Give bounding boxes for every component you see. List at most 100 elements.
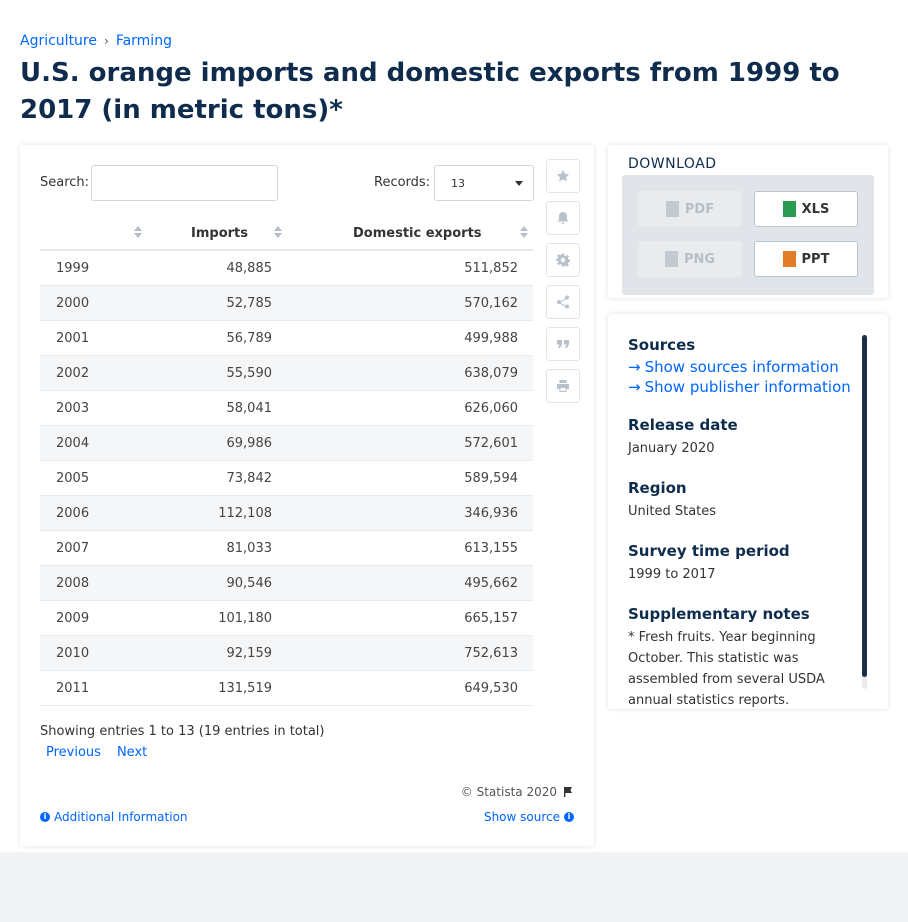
page-title: U.S. orange imports and domestic exports… — [20, 58, 840, 125]
info-icon: i — [40, 812, 50, 822]
table-row: 2007 81,033 613,155 — [40, 531, 533, 566]
table-row: 2006 112,108 346,936 — [40, 496, 533, 531]
cell-year: 2004 — [56, 436, 90, 451]
cell-imports: 81,033 — [226, 541, 273, 556]
cell-year: 2010 — [56, 646, 90, 661]
table-row: 2002 55,590 638,079 — [40, 356, 533, 391]
breadcrumb-separator: › — [104, 34, 109, 48]
breadcrumb-farming[interactable]: Farming — [115, 33, 172, 49]
table-row: 2004 69,986 572,601 — [40, 426, 533, 461]
cell-imports: 131,519 — [218, 681, 272, 696]
download-pdf-button[interactable]: PDF — [638, 191, 742, 227]
supplementary-notes-value: * Fresh fruits. Year beginning October. … — [628, 630, 825, 708]
table-row: 2003 58,041 626,060 — [40, 391, 533, 426]
share-button[interactable] — [546, 285, 580, 319]
table-body: 1999 48,885 511,852 2000 52,785 570,162 2001 56… — [40, 251, 533, 706]
flag-icon[interactable] — [562, 786, 574, 798]
sort-icon[interactable] — [134, 226, 142, 240]
cell-year: 2009 — [56, 611, 90, 626]
gear-icon — [556, 253, 570, 267]
cell-domestic-exports: 626,060 — [464, 401, 518, 416]
table-row: 2011 131,519 649,530 — [40, 671, 533, 706]
bell-icon — [557, 212, 569, 224]
table-row: 2000 52,785 570,162 — [40, 286, 533, 321]
download-pdf-label: PDF — [684, 201, 715, 217]
release-date-value: January 2020 — [628, 441, 715, 456]
column-header-imports[interactable]: Imports — [191, 226, 248, 241]
xls-file-icon — [782, 201, 796, 217]
additional-information-label: Additional Information — [54, 810, 188, 824]
statistic-table-card: Search: Records: 13 Imports Domestic exp… — [20, 145, 594, 846]
entries-info: Showing entries 1 to 13 (19 entries in t… — [40, 724, 325, 739]
cell-imports: 92,159 — [226, 646, 273, 661]
footer-band — [0, 852, 908, 922]
cell-year: 2003 — [56, 401, 90, 416]
download-png-button[interactable]: PNG — [638, 241, 742, 277]
download-ppt-button[interactable]: PPT — [754, 241, 858, 277]
records-select[interactable]: 13 — [434, 165, 534, 201]
side-toolbar — [546, 159, 580, 411]
cell-year: 2005 — [56, 471, 90, 486]
info-scroll-area[interactable]: Sources → Show sources information → Sho… — [628, 336, 853, 711]
show-publisher-link[interactable]: → Show publisher information — [628, 378, 853, 396]
cell-imports: 48,885 — [226, 261, 273, 276]
region-value: United States — [628, 504, 717, 519]
breadcrumb: Agriculture › Farming — [20, 33, 172, 49]
data-table: Imports Domestic exports 1999 48,885 511,8… — [40, 215, 533, 706]
additional-information-link[interactable]: i Additional Information — [40, 810, 188, 824]
quote-icon — [557, 340, 569, 348]
settings-button[interactable] — [546, 243, 580, 277]
copyright-text: © Statista 2020 — [460, 785, 557, 799]
download-xls-button[interactable]: XLS — [754, 191, 858, 227]
cell-year: 2001 — [56, 331, 90, 346]
arrow-right-icon: → — [628, 358, 641, 376]
table-header: Imports Domestic exports — [40, 215, 533, 251]
pagination: Previous Next — [46, 745, 147, 760]
sort-icon[interactable] — [274, 226, 282, 240]
previous-button[interactable]: Previous — [46, 745, 101, 760]
download-title: DOWNLOAD — [628, 156, 717, 172]
share-icon — [557, 295, 569, 309]
print-button[interactable] — [546, 369, 580, 403]
cell-imports: 58,041 — [226, 401, 273, 416]
cell-imports: 112,108 — [218, 506, 272, 521]
download-png-label: PNG — [683, 251, 716, 267]
sort-icon[interactable] — [520, 226, 528, 240]
table-row: 2008 90,546 495,662 — [40, 566, 533, 601]
next-button[interactable]: Next — [116, 745, 148, 760]
show-source-label: Show source — [483, 810, 560, 824]
png-file-icon — [664, 251, 678, 267]
show-source-link[interactable]: Show source i — [484, 810, 574, 824]
notification-button[interactable] — [546, 201, 580, 235]
cell-domestic-exports: 613,155 — [464, 541, 518, 556]
star-icon — [556, 169, 570, 182]
copyright: © Statista 2020 — [461, 785, 574, 799]
column-header-domestic-exports[interactable]: Domestic exports — [353, 226, 482, 241]
info-icon: i — [564, 812, 574, 822]
cell-year: 1999 — [56, 261, 90, 276]
release-date-heading: Release date — [628, 416, 738, 434]
table-row: 2009 101,180 665,157 — [40, 601, 533, 636]
cell-imports: 101,180 — [218, 611, 272, 626]
cell-domestic-exports: 495,662 — [464, 576, 518, 591]
cell-year: 2006 — [56, 506, 90, 521]
cell-year: 2002 — [56, 366, 90, 381]
favorite-button[interactable] — [546, 159, 580, 193]
scrollbar-thumb[interactable] — [862, 335, 867, 677]
search-label: Search: — [40, 175, 90, 190]
cell-imports: 90,546 — [226, 576, 273, 591]
download-ppt-label: PPT — [801, 251, 830, 267]
cell-imports: 73,842 — [226, 471, 273, 486]
cell-domestic-exports: 638,079 — [464, 366, 518, 381]
info-scrollbar[interactable] — [862, 335, 867, 689]
cite-button[interactable] — [546, 327, 580, 361]
cell-year: 2007 — [56, 541, 90, 556]
cell-year: 2000 — [56, 296, 90, 311]
show-sources-link[interactable]: → Show sources information — [628, 358, 853, 376]
region-heading: Region — [628, 479, 687, 497]
arrow-right-icon: → — [628, 378, 641, 396]
breadcrumb-agriculture[interactable]: Agriculture — [20, 33, 97, 49]
cell-imports: 56,789 — [226, 331, 273, 346]
cell-domestic-exports: 589,594 — [464, 471, 518, 486]
search-input[interactable] — [91, 165, 278, 201]
